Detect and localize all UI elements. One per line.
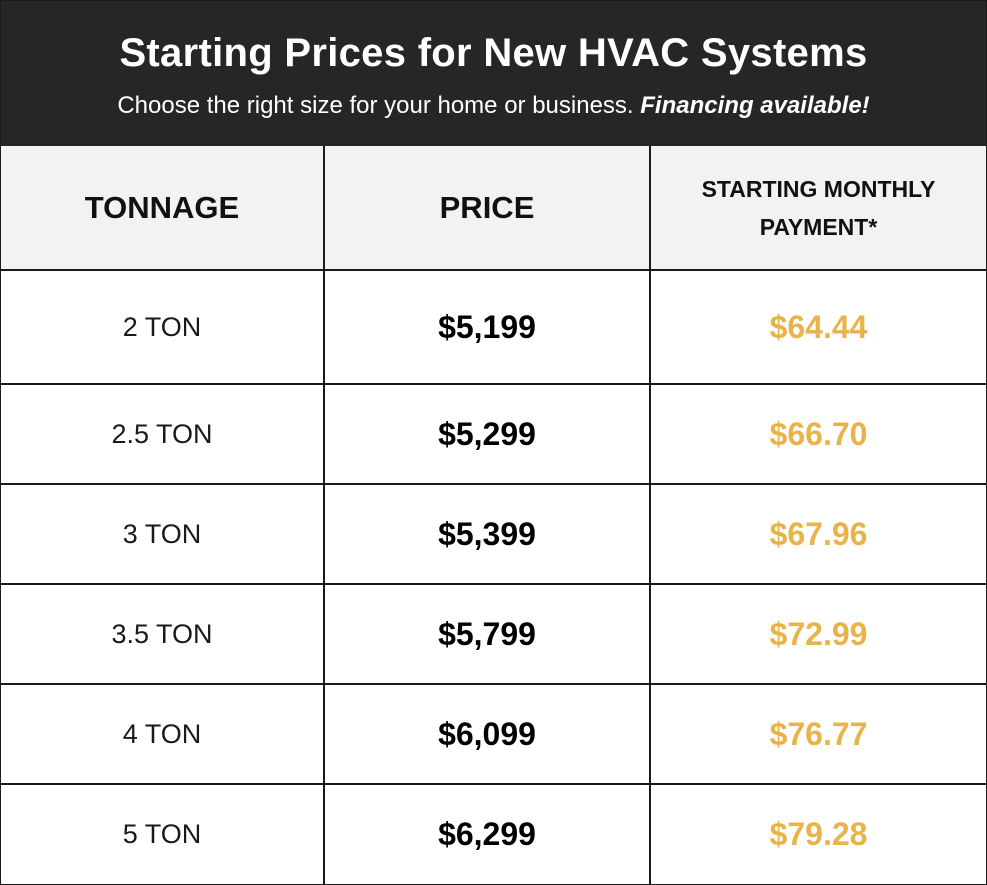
tonnage-cell: 5 TON bbox=[1, 783, 325, 884]
column-header-price: PRICE bbox=[323, 146, 651, 271]
monthly-payment-cell: $72.99 bbox=[649, 583, 986, 685]
table-row: 3.5 TON $5,799 $72.99 bbox=[1, 583, 986, 685]
column-header-monthly-payment: STARTING MONTHLY PAYMENT* bbox=[649, 146, 986, 271]
monthly-payment-cell: $67.96 bbox=[649, 483, 986, 585]
table-row: 2.5 TON $5,299 $66.70 bbox=[1, 383, 986, 485]
tonnage-cell: 2 TON bbox=[1, 269, 325, 385]
monthly-payment-cell: $79.28 bbox=[649, 783, 986, 884]
page-title: Starting Prices for New HVAC Systems bbox=[119, 31, 868, 75]
price-cell: $5,399 bbox=[323, 483, 651, 585]
column-header-tonnage: TONNAGE bbox=[1, 146, 325, 271]
column-header-monthly-payment-label: STARTING MONTHLY PAYMENT* bbox=[701, 175, 936, 240]
table-row: 2 TON $5,199 $64.44 bbox=[1, 269, 986, 385]
table-header-row: TONNAGE PRICE STARTING MONTHLY PAYMENT* bbox=[1, 146, 986, 271]
table-row: 3 TON $5,399 $67.96 bbox=[1, 483, 986, 585]
price-cell: $5,199 bbox=[323, 269, 651, 385]
monthly-payment-cell: $66.70 bbox=[649, 383, 986, 485]
price-cell: $6,099 bbox=[323, 683, 651, 785]
tonnage-cell: 4 TON bbox=[1, 683, 325, 785]
tonnage-cell: 3.5 TON bbox=[1, 583, 325, 685]
price-cell: $5,299 bbox=[323, 383, 651, 485]
header-banner: Starting Prices for New HVAC Systems Cho… bbox=[1, 1, 986, 146]
monthly-payment-cell: $76.77 bbox=[649, 683, 986, 785]
price-cell: $6,299 bbox=[323, 783, 651, 884]
table-row: 4 TON $6,099 $76.77 bbox=[1, 683, 986, 785]
financing-note: Financing available! bbox=[640, 92, 870, 119]
price-cell: $5,799 bbox=[323, 583, 651, 685]
subtitle-text: Choose the right size for your home or b… bbox=[117, 92, 634, 119]
page-subtitle: Choose the right size for your home or b… bbox=[1, 91, 986, 121]
pricing-table: TONNAGE PRICE STARTING MONTHLY PAYMENT* … bbox=[1, 146, 986, 884]
monthly-payment-cell: $64.44 bbox=[649, 269, 986, 385]
tonnage-cell: 3 TON bbox=[1, 483, 325, 585]
tonnage-cell: 2.5 TON bbox=[1, 383, 325, 485]
table-body: 2 TON $5,199 $64.44 2.5 TON $5,299 $66.7… bbox=[1, 269, 986, 884]
table-row: 5 TON $6,299 $79.28 bbox=[1, 783, 986, 884]
